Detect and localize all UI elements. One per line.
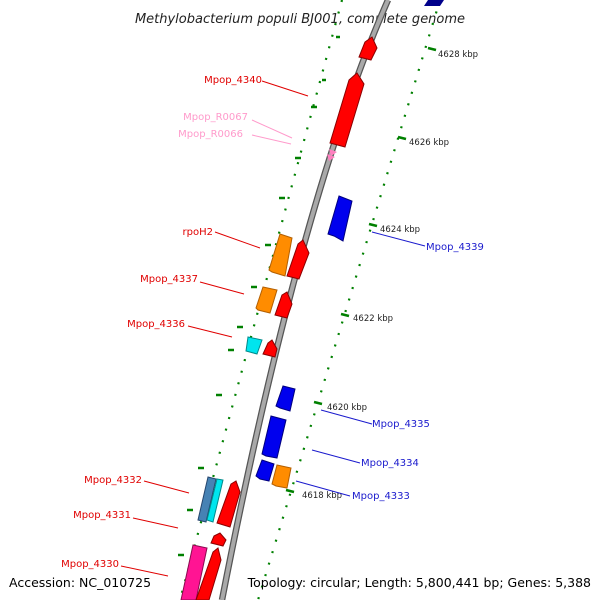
gene-label-mpop-4330[interactable]: Mpop_4330 (61, 559, 119, 570)
gene-arrow-mpop-4335[interactable] (275, 385, 296, 412)
accession-text: Accession: NC_010725 (9, 575, 151, 590)
map-title: Methylobacterium populi BJ001, complete … (135, 12, 465, 27)
genome-backbone-shadow (218, 0, 391, 600)
gene-arrow-mpop-4334[interactable] (261, 415, 287, 459)
rna-mpop-r0067[interactable] (329, 149, 337, 156)
gene-arrow-mpop-4332[interactable] (197, 476, 217, 523)
forward-strand-genes (180, 36, 378, 600)
gene-arrow-rpoh2[interactable] (268, 233, 293, 277)
gene-arrow-mpop-4340[interactable] (329, 72, 365, 148)
kbp-label-4626: 4626 kbp (409, 138, 449, 148)
gene-arrow-rpoh2-red[interactable] (286, 239, 310, 280)
gene-label-rpoh2[interactable]: rpoH2 (183, 227, 213, 238)
gene-label-mpop-4335[interactable]: Mpop_4335 (372, 419, 430, 430)
gene-arrow-mpop-4330[interactable] (180, 544, 208, 600)
gene-arrow-mpop-4332-cyan[interactable] (206, 478, 224, 523)
leader-lines (120, 80, 426, 577)
genome-summary-text: Topology: circular; Length: 5,800,441 bp… (247, 575, 591, 590)
gene-arrow-mpop-4336[interactable] (245, 336, 263, 355)
gene-arrow-mpop-4336-red[interactable] (262, 339, 278, 358)
gene-arrow-mpop-4330-red[interactable] (195, 547, 222, 600)
gene-arrow-mpop-4333[interactable] (271, 464, 292, 489)
gene-label-mpop-4340[interactable]: Mpop_4340 (204, 75, 262, 86)
gene-label-mpop-4332[interactable]: Mpop_4332 (84, 475, 142, 486)
gene-label-mpop-r0067[interactable]: Mpop_R0067 (183, 112, 248, 123)
gene-arrow-mpop-4337[interactable] (255, 286, 278, 314)
gene-label-mpop-r0066[interactable]: Mpop_R0066 (178, 129, 243, 140)
gene-arrow-mpop-4337-red[interactable] (274, 291, 293, 319)
gene-label-mpop-4333[interactable]: Mpop_4333 (352, 491, 410, 502)
gene-arrow-mpop-4339[interactable] (327, 195, 353, 242)
outer-track-major-ticks (178, 35, 340, 557)
gene-arrow-mpop-4333-blue[interactable] (255, 459, 275, 482)
rna-mpop-r0066[interactable] (327, 154, 335, 161)
gene-label-mpop-4337[interactable]: Mpop_4337 (140, 274, 198, 285)
reverse-strand-genes (255, 0, 444, 489)
gene-label-mpop-4336[interactable]: Mpop_4336 (127, 319, 185, 330)
gene-arrow-mpop-4331[interactable] (216, 480, 241, 528)
gene-label-mpop-4334[interactable]: Mpop_4334 (361, 458, 419, 469)
gene-arrow-top-edge[interactable] (424, 0, 444, 6)
kbp-label-4622: 4622 kbp (353, 314, 393, 324)
gene-label-mpop-4339[interactable]: Mpop_4339 (426, 242, 484, 253)
kbp-tick-marks (285, 46, 437, 494)
genome-backbone (220, 0, 390, 600)
gene-arrow-mpop-4331-small[interactable] (210, 532, 227, 547)
gene-label-mpop-4331[interactable]: Mpop_4331 (73, 510, 131, 521)
kbp-label-4618: 4618 kbp (302, 491, 342, 501)
gene-arrow-top-red[interactable] (358, 36, 378, 61)
kbp-label-4628: 4628 kbp (438, 50, 478, 60)
kbp-label-4624: 4624 kbp (380, 225, 420, 235)
kbp-label-4620: 4620 kbp (327, 403, 367, 413)
inner-tick-track (256, 0, 442, 600)
